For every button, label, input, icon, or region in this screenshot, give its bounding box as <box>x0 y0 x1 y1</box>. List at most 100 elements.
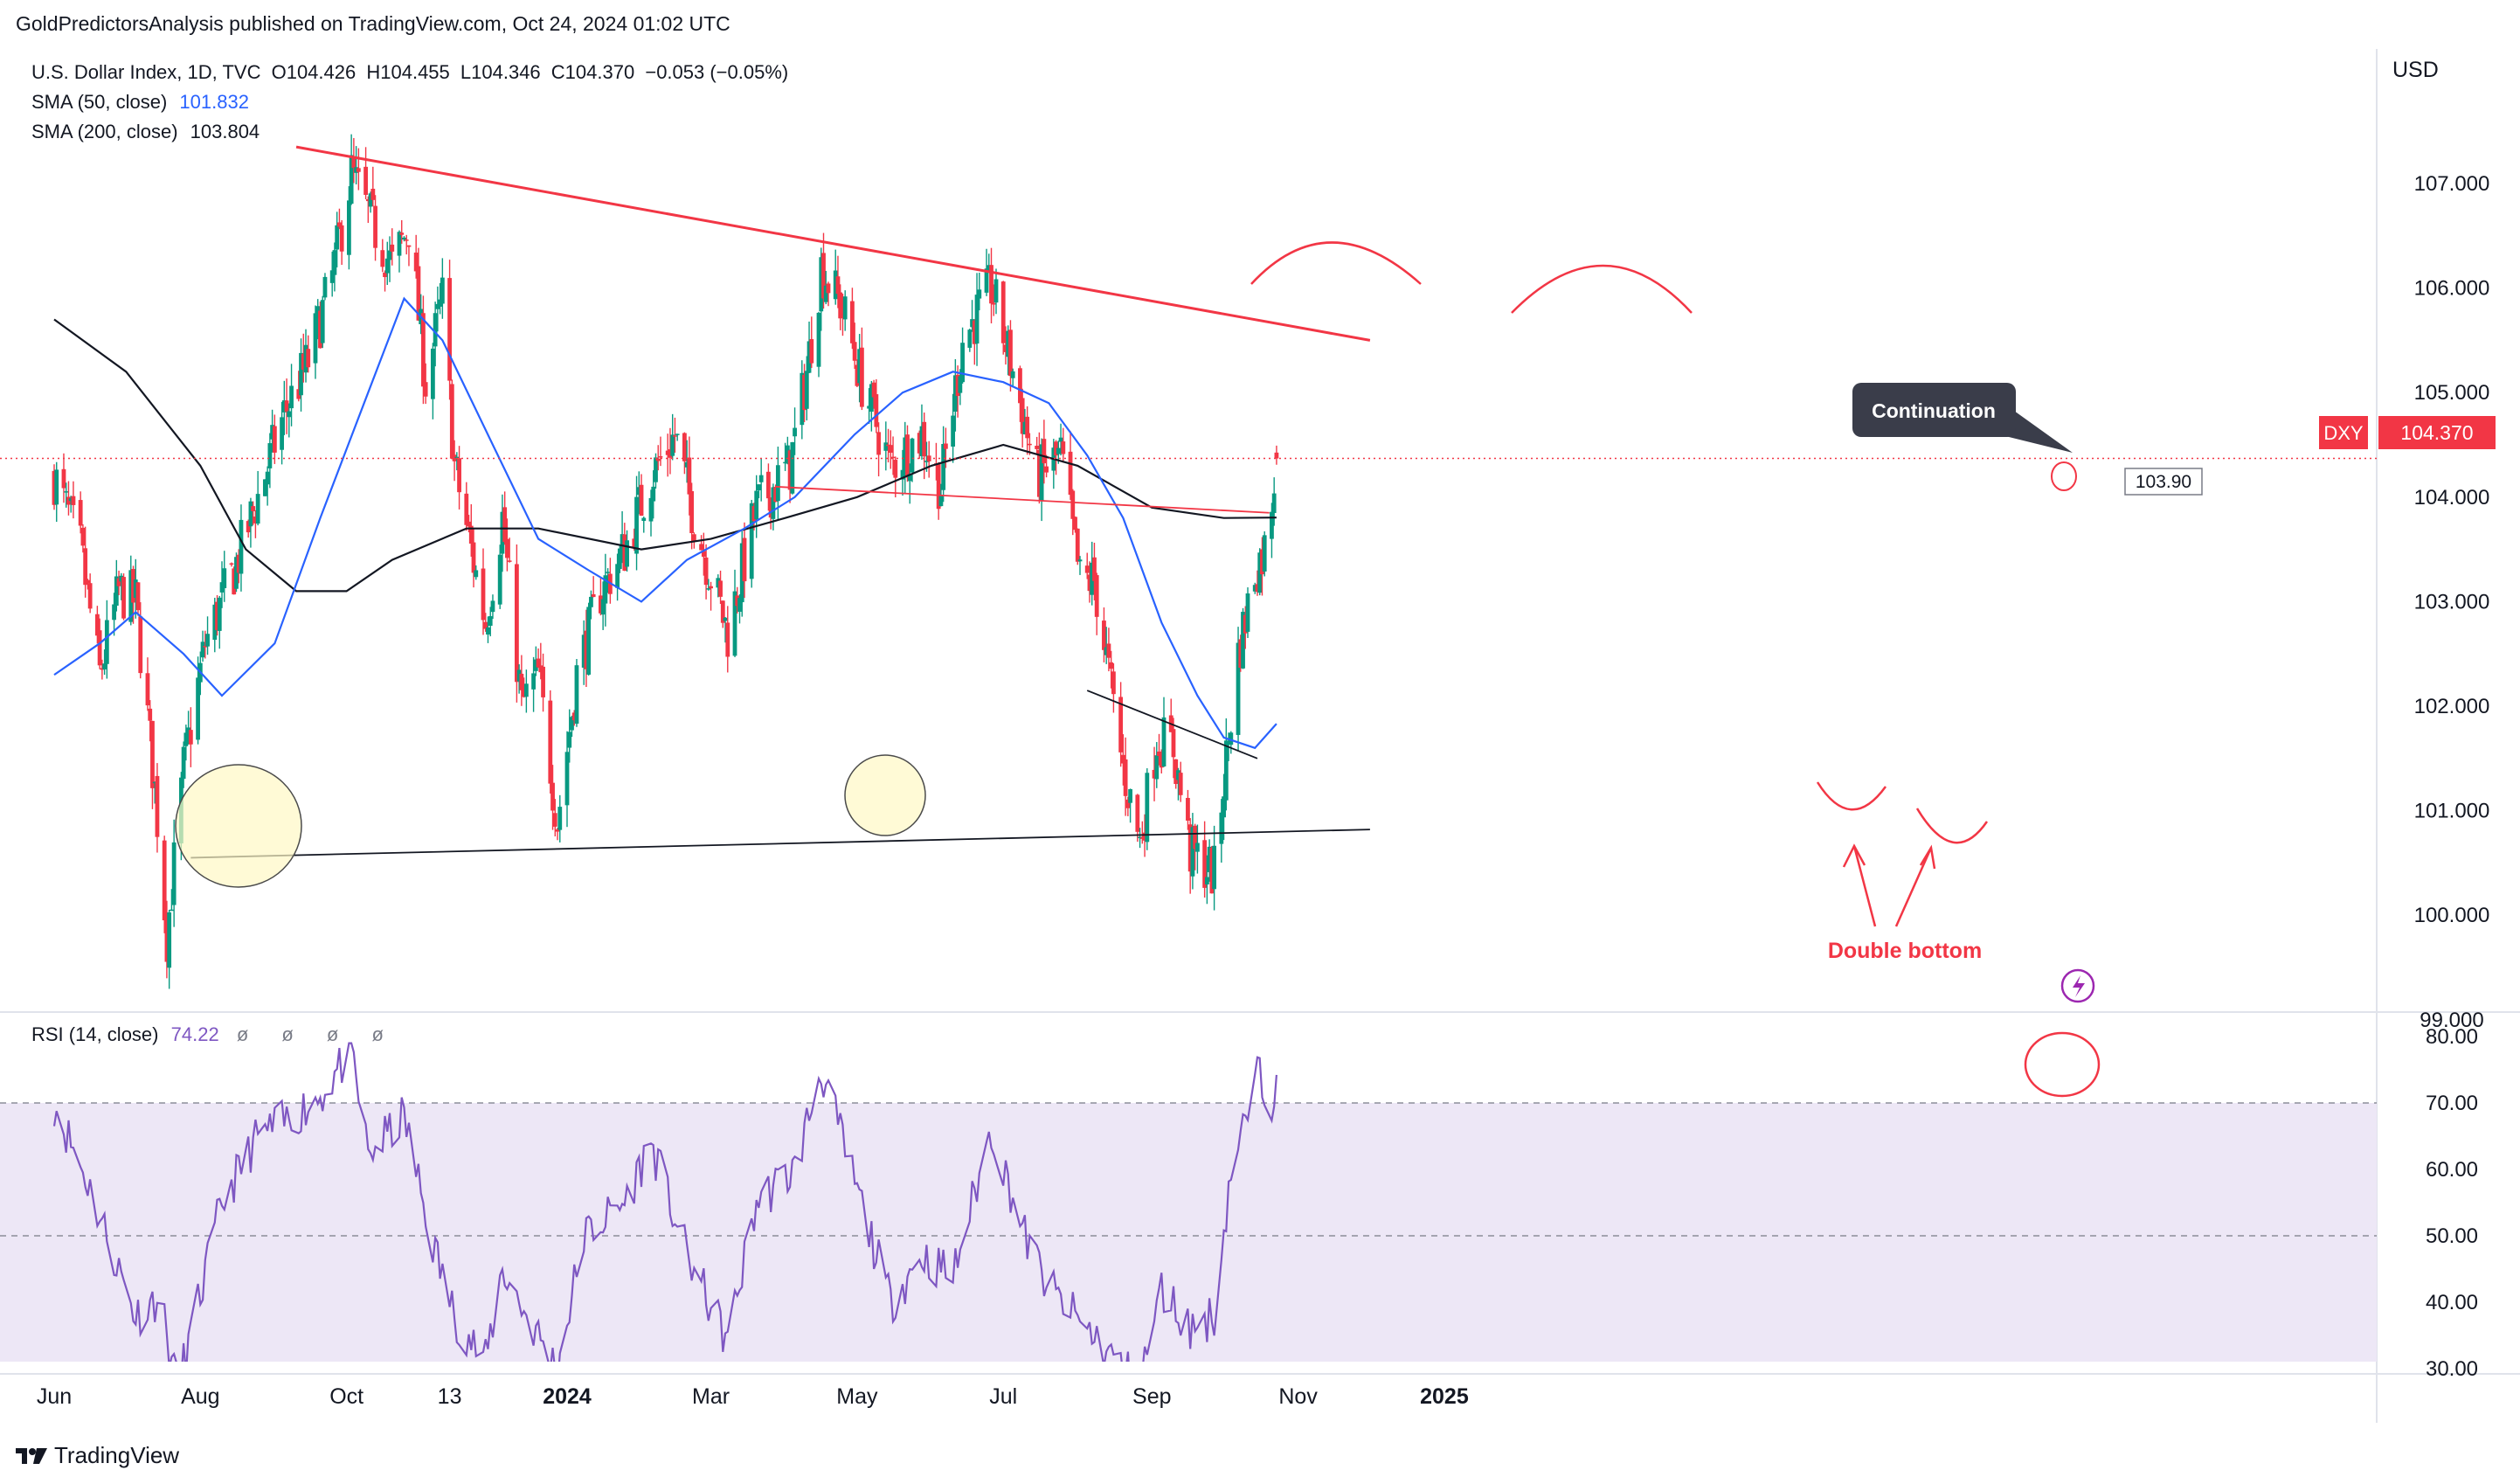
candle-body <box>783 461 788 464</box>
candle-body <box>1036 449 1042 497</box>
price-tick-label: 105.000 <box>2414 381 2490 405</box>
candle-body <box>164 917 170 962</box>
candle-body <box>112 604 116 621</box>
candle-body <box>943 443 948 449</box>
level-label-box <box>2124 468 2203 496</box>
candle-body <box>1190 827 1195 877</box>
trendline-channel <box>1086 690 1258 759</box>
candle-body <box>838 292 843 319</box>
candle-body <box>267 443 273 468</box>
candle-body <box>550 782 555 811</box>
footer-brand[interactable]: TradingView <box>16 1442 179 1469</box>
double-bottom-label: Double bottom <box>1828 939 1982 963</box>
candle-body <box>486 627 490 635</box>
candle-body <box>138 616 143 674</box>
candle-body <box>603 575 608 604</box>
candle-body <box>984 268 989 293</box>
candle-body <box>732 591 737 656</box>
candle-body <box>1111 671 1116 695</box>
candle-body <box>1245 593 1250 632</box>
time-tick-label: Jun <box>37 1384 72 1409</box>
candle-body <box>622 534 627 572</box>
time-tick-label: 2025 <box>1420 1384 1469 1409</box>
candle-body <box>1003 344 1008 352</box>
candle-body <box>1020 398 1025 434</box>
candle-body <box>1084 565 1090 573</box>
candle-body <box>320 300 325 343</box>
candle-body <box>54 469 59 505</box>
sma200-legend[interactable]: SMA (200, close) 103.804 <box>31 121 260 143</box>
rsi-legend-empty-values: ø ø ø ø <box>236 1023 398 1045</box>
candle-body <box>636 487 641 496</box>
candle-body <box>682 433 687 461</box>
candle-body <box>83 548 88 586</box>
candle-body <box>809 339 814 364</box>
candle-body <box>723 617 728 621</box>
candle-body <box>155 775 160 837</box>
candle-body <box>958 376 963 393</box>
candle-body <box>215 601 219 630</box>
candle-body <box>658 456 663 458</box>
candle-body <box>119 575 124 582</box>
candle-body <box>1202 840 1208 888</box>
rsi-tick-label: 50.00 <box>2426 1224 2478 1248</box>
candle-body <box>1123 759 1128 796</box>
events-icon[interactable] <box>2060 968 2095 1003</box>
candle-body <box>970 319 974 328</box>
time-tick-label: Oct <box>329 1384 363 1409</box>
candle-body <box>171 842 177 905</box>
candle-body <box>1077 559 1083 562</box>
arrow-head <box>1919 844 1936 870</box>
candle-body <box>1087 574 1092 592</box>
candle-body <box>1039 444 1044 501</box>
candle-body <box>632 538 637 548</box>
candle-body <box>170 909 174 912</box>
currency-button[interactable]: USD <box>2392 58 2439 82</box>
candle-body <box>989 265 993 304</box>
symbol-title[interactable]: U.S. Dollar Index, 1D, TVC <box>31 61 261 83</box>
candle-body <box>655 458 661 461</box>
candle-body <box>457 458 461 493</box>
candle-body <box>222 568 227 588</box>
tradingview-logo-icon <box>16 1447 47 1464</box>
candle-body <box>1035 446 1040 449</box>
candle-body <box>102 663 107 669</box>
candle-body <box>289 385 294 409</box>
candle-body <box>620 534 625 551</box>
candle-body <box>1068 451 1073 496</box>
candle-body <box>651 486 656 502</box>
candle-body <box>406 245 412 247</box>
candle-body <box>255 494 260 524</box>
sma50-legend-value: 101.832 <box>179 91 249 113</box>
candle-body <box>850 301 855 343</box>
candle-body <box>1070 490 1076 519</box>
candle-body <box>960 343 965 383</box>
sma50-legend[interactable]: SMA (50, close) 101.832 <box>31 91 249 114</box>
candle-body <box>1257 552 1263 593</box>
candle-body <box>404 239 409 241</box>
candle-body <box>152 781 157 784</box>
candle-body <box>591 593 596 598</box>
candle-body <box>239 519 244 574</box>
candle-body <box>816 312 821 367</box>
candle-body <box>1094 575 1099 617</box>
candle-body <box>807 341 812 373</box>
price-tick-label: 102.000 <box>2414 695 2490 718</box>
bottom-arc <box>1816 781 1887 811</box>
candle-body <box>387 250 392 260</box>
ticker-badge <box>2319 416 2368 449</box>
candle-body <box>181 746 186 780</box>
candle-body <box>924 461 929 462</box>
rsi-legend[interactable]: RSI (14, close) 74.22 ø ø ø ø <box>31 1023 398 1046</box>
candle-body <box>435 303 440 309</box>
candle-body <box>114 576 119 607</box>
candle-body <box>691 534 696 542</box>
candle-body <box>785 445 790 464</box>
candle-body <box>893 460 898 478</box>
candle-body <box>821 253 826 299</box>
candle-body <box>905 434 910 478</box>
support-touch-circle <box>844 754 926 836</box>
candle-body <box>1025 416 1030 439</box>
candle-body <box>1152 769 1157 779</box>
continuation-callout <box>1852 383 2016 437</box>
